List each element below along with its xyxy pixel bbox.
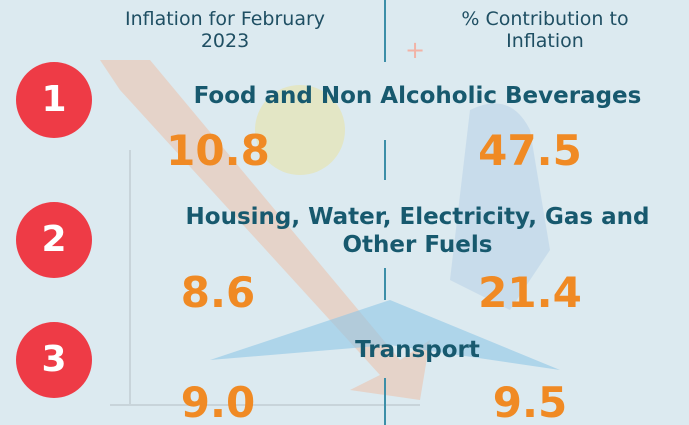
inflation-value: 10.8: [166, 126, 270, 175]
runner: [450, 103, 550, 310]
category: Transport: [355, 337, 480, 363]
contribution-value: 47.5: [478, 126, 582, 175]
category: Housing, Water, Electricity, Gas and Oth…: [185, 204, 650, 258]
rank-badge: 3: [16, 322, 92, 398]
inflation-value: 8.6: [180, 268, 256, 317]
rank-badge: 1: [16, 62, 92, 138]
rank-badge: 2: [16, 202, 92, 278]
category: Food and Non Alcoholic Beverages: [193, 83, 642, 109]
coin: [255, 85, 345, 175]
header-right: % Contribution to Inflation: [461, 8, 629, 52]
contribution-value: 21.4: [478, 268, 582, 317]
header-left: Inflation for February 2023: [124, 8, 326, 52]
contribution-value: 9.5: [492, 378, 568, 425]
burst: [210, 300, 560, 370]
inflation-value: 9.0: [180, 378, 256, 425]
plus: +: [405, 36, 425, 64]
